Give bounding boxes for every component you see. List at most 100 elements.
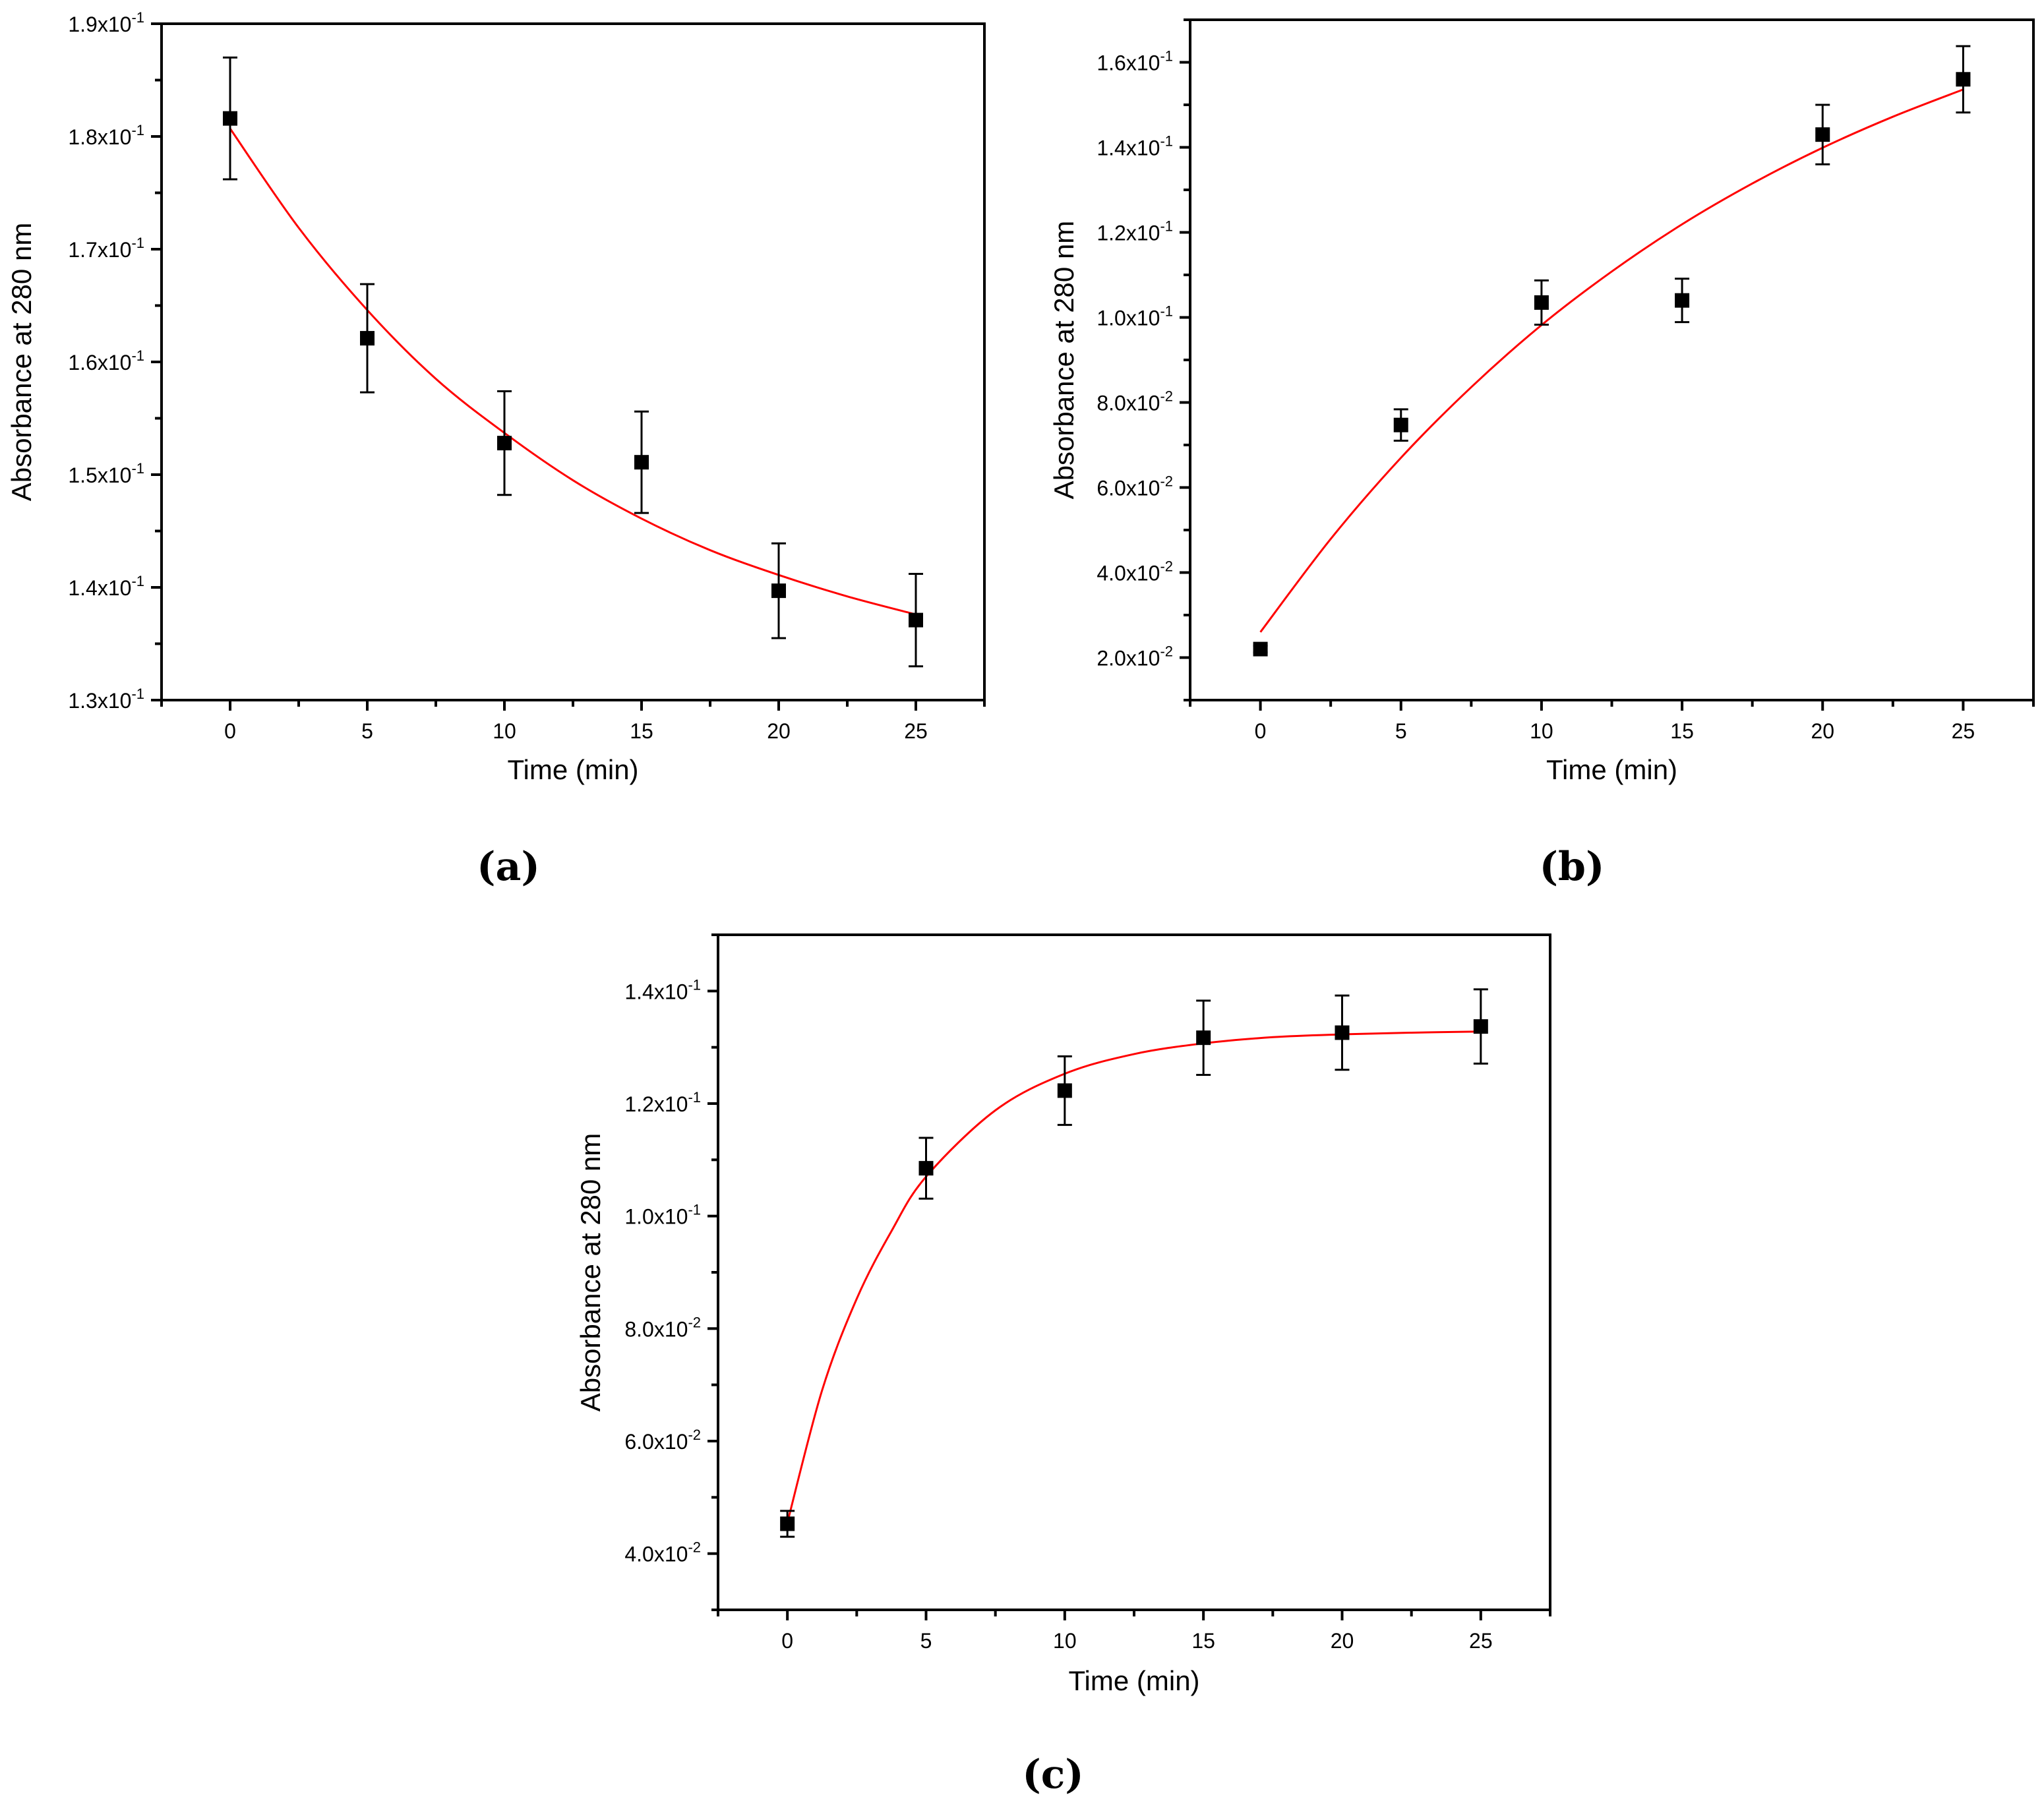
y-tick-exponent: -2 [688,1427,701,1443]
x-axis-title: Time (min) [1546,754,1677,785]
y-tick-exponent: -1 [131,9,144,26]
panel-label: (b) [1540,844,1605,890]
y-tick-mantissa: 6.0x10 [624,1430,688,1454]
y-tick-label: 1.4x10-1 [68,573,144,600]
y-tick-mantissa: 1.9x10 [68,13,131,36]
x-tick-label: 5 [920,1629,932,1653]
y-tick-label: 1.0x10-1 [624,1202,701,1229]
y-axis-title: Absorbance at 280 nm [575,1133,606,1412]
x-tick-label: 15 [1191,1629,1215,1653]
y-tick-mantissa: 1.6x10 [68,351,131,374]
y-tick-mantissa: 1.4x10 [624,980,688,1003]
y-tick-label: 1.2x10-1 [1097,218,1173,245]
data-point [909,612,923,628]
data-point [497,436,512,451]
data-point [1335,1025,1350,1040]
y-tick-exponent: -1 [688,1202,701,1218]
chart-panel-c: 0 5 10 15 20 254.0x10-26.0x10-28.0x10-21.0x10… [575,933,1551,1798]
data-point [1815,127,1830,142]
y-tick-mantissa: 2.0x10 [1097,647,1160,670]
y-tick-exponent: -1 [1160,133,1173,150]
y-tick-label: 4.0x10-2 [1097,558,1173,585]
x-axis-title: Time (min) [507,754,638,785]
y-tick-mantissa: 1.0x10 [1097,307,1160,330]
chart-panel-a: 0 5 10 15 20 251.3x10-11.4x10-11.5x10-11.6x10… [6,9,986,890]
y-tick-label: 8.0x10-2 [624,1314,701,1341]
y-tick-exponent: -1 [131,235,144,251]
y-tick-exponent: -1 [1160,48,1173,65]
y-tick-exponent: -1 [688,976,701,993]
y-tick-exponent: -1 [131,347,144,364]
y-axis-title: Absorbance at 280 nm [1048,221,1079,500]
y-tick-label: 1.7x10-1 [68,235,144,262]
y-tick-mantissa: 1.7x10 [68,238,131,262]
y-tick-exponent: -1 [1160,303,1173,320]
y-tick-label: 1.5x10-1 [68,460,144,487]
y-tick-exponent: -1 [131,573,144,589]
y-tick-exponent: -1 [131,122,144,138]
x-tick-label: 10 [493,719,516,743]
x-tick-label: 15 [630,719,653,743]
x-tick-label: 25 [904,719,928,743]
y-tick-mantissa: 1.3x10 [68,689,131,713]
y-tick-mantissa: 1.5x10 [68,463,131,487]
data-point [780,1516,795,1531]
y-tick-label: 2.0x10-2 [1097,643,1173,670]
y-tick-exponent: -2 [1160,388,1173,405]
data-point [1196,1030,1211,1046]
x-tick-label: 25 [1952,719,1975,743]
fit-curve [229,128,917,616]
y-tick-exponent: -2 [1160,643,1173,660]
y-tick-mantissa: 1.0x10 [624,1205,688,1229]
data-point [1534,295,1549,310]
x-tick-label: 10 [1530,719,1553,743]
y-tick-exponent: -2 [688,1314,701,1330]
y-tick-mantissa: 8.0x10 [624,1317,688,1341]
y-axis-title: Absorbance at 280 nm [6,223,37,502]
y-tick-mantissa: 8.0x10 [1097,392,1160,415]
fit-curve [1259,88,1964,633]
y-tick-label: 1.3x10-1 [68,686,144,713]
y-tick-label: 4.0x10-2 [624,1539,701,1566]
y-tick-label: 1.8x10-1 [68,122,144,149]
y-tick-label: 1.6x10-1 [1097,48,1173,75]
data-point [1253,641,1268,657]
y-tick-exponent: -2 [688,1539,701,1556]
x-tick-label: 10 [1053,1629,1077,1653]
x-tick-label: 20 [1331,1629,1354,1653]
chart-panel-b: 0 5 10 15 20 252.0x10-24.0x10-26.0x10-28.0x10… [1048,18,2035,890]
x-tick-label: 20 [767,719,791,743]
y-tick-exponent: -2 [1160,558,1173,575]
data-point [1393,417,1408,432]
y-tick-mantissa: 1.8x10 [68,125,131,149]
y-tick-label: 6.0x10-2 [624,1427,701,1454]
y-tick-label: 1.4x10-1 [1097,133,1173,160]
y-tick-mantissa: 1.6x10 [1097,51,1160,75]
data-point [771,583,786,599]
x-tick-label: 5 [1395,719,1407,743]
data-point [1956,72,1971,87]
y-tick-label: 1.4x10-1 [624,976,701,1003]
y-tick-exponent: -2 [1160,473,1173,490]
y-tick-mantissa: 1.4x10 [1097,136,1160,160]
x-tick-label: 20 [1811,719,1834,743]
y-tick-label: 1.9x10-1 [68,9,144,36]
data-point [1473,1019,1488,1034]
y-tick-mantissa: 1.2x10 [1097,222,1160,245]
data-point [360,331,375,346]
data-point [223,111,237,126]
panel-label: (a) [477,844,540,890]
y-tick-mantissa: 6.0x10 [1097,477,1160,500]
data-point [918,1161,934,1176]
data-point [1675,293,1690,308]
y-tick-mantissa: 4.0x10 [624,1543,688,1566]
y-tick-exponent: -1 [688,1089,701,1106]
x-tick-label: 25 [1469,1629,1493,1653]
y-tick-label: 1.2x10-1 [624,1089,701,1116]
x-tick-label: 0 [224,719,236,743]
y-tick-label: 6.0x10-2 [1097,473,1173,500]
x-tick-label: 0 [781,1629,793,1653]
y-tick-exponent: -1 [131,686,144,702]
y-tick-label: 8.0x10-2 [1097,388,1173,415]
